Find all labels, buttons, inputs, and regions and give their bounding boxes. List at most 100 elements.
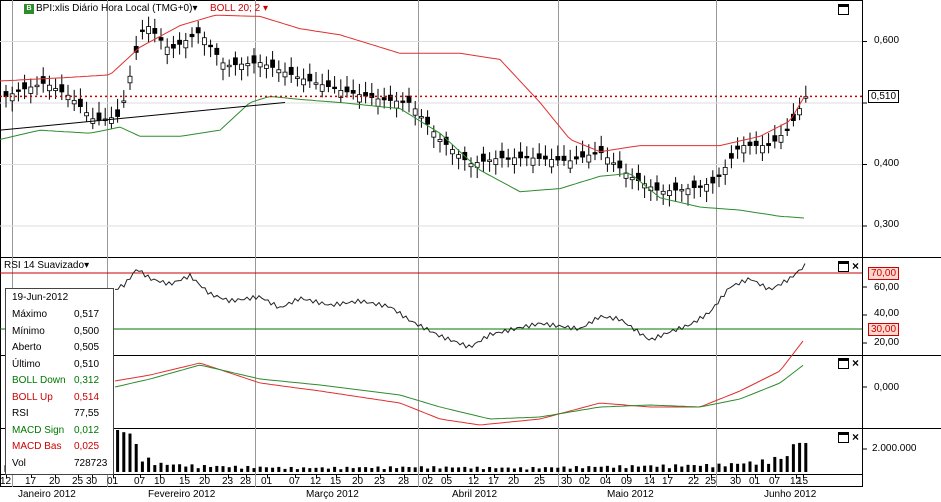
volume-close-icon[interactable]: × bbox=[852, 430, 860, 444]
time-day-label: 15 bbox=[330, 476, 342, 487]
candle-body bbox=[549, 159, 554, 168]
candle-body bbox=[139, 29, 145, 32]
candlesticks bbox=[3, 16, 809, 207]
candle-body bbox=[47, 84, 52, 92]
time-day-label: 15 bbox=[797, 476, 809, 487]
candle-body bbox=[654, 182, 660, 191]
time-day-label: 12 bbox=[468, 476, 480, 487]
volume-bar bbox=[153, 465, 157, 472]
info-row: Aberto 0,505 bbox=[12, 340, 109, 356]
volume-bar bbox=[543, 467, 547, 472]
candle-body bbox=[406, 95, 412, 103]
candle-body bbox=[183, 40, 189, 49]
time-month-label: Fevereiro 2012 bbox=[148, 489, 216, 500]
rsi-maximize-icon[interactable] bbox=[838, 261, 849, 272]
volume-bar bbox=[438, 468, 442, 472]
volume-bar bbox=[320, 467, 324, 472]
volume-bar bbox=[537, 468, 541, 472]
info-row-value: 0,312 bbox=[74, 375, 100, 386]
info-row-value: 0,510 bbox=[74, 358, 100, 370]
info-row-value: 0,517 bbox=[74, 309, 100, 320]
info-row-value: 0,505 bbox=[74, 342, 100, 353]
info-row: BOLL Down 0,312 bbox=[12, 373, 109, 389]
candle-body bbox=[512, 157, 517, 165]
time-day-label: 01 bbox=[107, 476, 119, 487]
candle-body bbox=[710, 176, 716, 184]
candle-body bbox=[698, 185, 703, 188]
candle-body bbox=[313, 82, 319, 85]
volume-bar bbox=[463, 466, 467, 472]
volume-bar bbox=[116, 430, 120, 472]
rsi-upper-label: 70,00 bbox=[868, 267, 900, 280]
instrument-dropdown-icon[interactable]: ▾ bbox=[192, 3, 198, 14]
volume-bar bbox=[401, 466, 405, 472]
volume-bar bbox=[674, 464, 678, 472]
volume-bar bbox=[178, 464, 182, 472]
volume-bar bbox=[444, 466, 448, 472]
candle-body bbox=[220, 62, 226, 70]
time-day-label: 17 bbox=[662, 476, 674, 487]
volume-bar bbox=[798, 442, 802, 472]
volume-bar bbox=[122, 432, 126, 472]
volume-bar bbox=[605, 465, 609, 472]
candle-body bbox=[288, 66, 294, 75]
time-day-label: 09 bbox=[621, 476, 633, 487]
candle-body bbox=[356, 94, 362, 103]
candle-body bbox=[543, 155, 548, 160]
info-row-label: Máximo bbox=[12, 309, 48, 320]
candle-body bbox=[722, 166, 728, 175]
volume-maximize-icon[interactable] bbox=[838, 432, 849, 443]
crosshair-info-box: 19-Jun-2012 Máximo 0,517 Mínimo 0,500 Aberto… bbox=[5, 288, 114, 475]
time-day-label: 17 bbox=[25, 476, 37, 487]
candle-body bbox=[189, 33, 195, 38]
macd-tick-0: 0,000 bbox=[874, 382, 900, 393]
time-month-label: Junho 2012 bbox=[764, 489, 817, 500]
volume-bar bbox=[388, 466, 392, 472]
volume-bar bbox=[246, 465, 250, 472]
time-day-label: 23 bbox=[222, 476, 234, 487]
volume-bar bbox=[481, 469, 485, 472]
candle-body bbox=[226, 64, 232, 68]
volume-bar bbox=[525, 469, 529, 472]
volume-bar bbox=[581, 468, 585, 472]
volume-bar bbox=[147, 457, 151, 472]
instrument-title[interactable]: BPI:xlis Diário Hora Local (TMG+0)▾ bbox=[36, 3, 197, 14]
candle-body bbox=[400, 100, 406, 103]
candle-body bbox=[294, 76, 300, 79]
candle-body bbox=[691, 180, 697, 188]
rsi-close-icon[interactable]: × bbox=[852, 259, 860, 273]
candle-body bbox=[78, 98, 83, 107]
time-day-label: 22 bbox=[688, 476, 700, 487]
time-day-label: 12 bbox=[790, 476, 802, 487]
time-day-label: 01 bbox=[749, 476, 761, 487]
candle-body bbox=[673, 182, 678, 191]
candle-body bbox=[530, 157, 536, 166]
rsi-dropdown-icon[interactable]: ▾ bbox=[84, 260, 90, 271]
candle-body bbox=[307, 73, 313, 82]
volume-bar bbox=[649, 465, 653, 472]
indicator-boll-text: BOLL 20; 2 bbox=[210, 3, 261, 14]
macd-maximize-icon[interactable] bbox=[838, 358, 849, 369]
price-tick-0400: 0,400 bbox=[874, 158, 900, 169]
candle-body bbox=[412, 108, 418, 116]
candle-body bbox=[766, 143, 771, 146]
macd-close-icon[interactable]: × bbox=[852, 356, 860, 370]
candle-body bbox=[642, 183, 647, 189]
indicator-dropdown-icon[interactable]: ▾ bbox=[263, 3, 269, 14]
time-day-label: 25 bbox=[72, 476, 84, 487]
candle-body bbox=[301, 78, 307, 86]
time-day-label: 20 bbox=[352, 476, 364, 487]
maximize-icon[interactable] bbox=[838, 4, 849, 15]
candle-body bbox=[121, 100, 127, 103]
volume-bar bbox=[283, 468, 287, 472]
candle-body bbox=[772, 135, 778, 142]
candle-body bbox=[449, 149, 455, 155]
volume-bar bbox=[512, 468, 516, 472]
indicator-boll[interactable]: BOLL 20; 2 ▾ bbox=[210, 3, 268, 14]
rsi-title[interactable]: RSI 14 Suavizado▾ bbox=[4, 260, 89, 271]
candle-body bbox=[208, 44, 214, 48]
candle-body bbox=[605, 157, 610, 165]
volume-bar bbox=[302, 467, 306, 472]
rsi-tick-20: 20,00 bbox=[874, 337, 900, 348]
